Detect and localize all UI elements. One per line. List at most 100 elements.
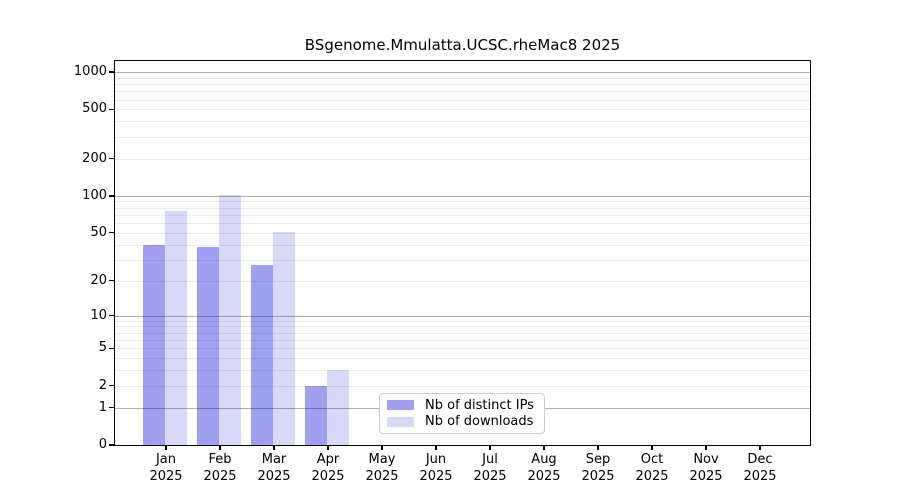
gridline-minor bbox=[115, 259, 810, 261]
gridline-minor bbox=[115, 214, 810, 216]
legend-swatch-downloads bbox=[387, 416, 414, 427]
x-tick-year: 2025 bbox=[149, 469, 183, 484]
x-tick-month: Jul bbox=[482, 452, 498, 467]
x-tick-month: Feb bbox=[208, 452, 232, 467]
gridline-minor bbox=[115, 207, 810, 209]
y-tick-label: 20 bbox=[90, 272, 107, 288]
gridline-minor bbox=[115, 326, 810, 328]
y-tick-label: 500 bbox=[82, 101, 107, 117]
x-tick-year: 2025 bbox=[419, 469, 453, 484]
y-tick-label: 200 bbox=[82, 150, 107, 166]
x-tick-month: Mar bbox=[261, 452, 287, 467]
x-tick-year: 2025 bbox=[581, 469, 615, 484]
y-tick-label: 1 bbox=[98, 399, 107, 415]
x-tick-mark bbox=[381, 446, 383, 450]
x-tick-year: 2025 bbox=[203, 469, 237, 484]
x-tick-month: Sep bbox=[585, 452, 611, 467]
x-tick-month: May bbox=[368, 452, 396, 467]
gridline-minor bbox=[115, 280, 810, 282]
bar-distinct-ips bbox=[143, 244, 165, 445]
y-tick-label: 50 bbox=[90, 224, 107, 240]
x-tick-month: Aug bbox=[531, 452, 557, 467]
x-tick-label: Mar 2025 bbox=[242, 451, 306, 485]
bar-distinct-ips bbox=[197, 247, 219, 445]
y-tick-label: 1000 bbox=[73, 64, 107, 79]
legend-item-downloads: Nb of downloads bbox=[387, 414, 537, 429]
gridline-minor bbox=[115, 232, 810, 234]
y-tick-label: 100 bbox=[82, 187, 107, 203]
y-tick-mark bbox=[109, 108, 114, 111]
x-tick-label: Dec 2025 bbox=[728, 451, 792, 485]
legend-item-distinct-ips: Nb of distinct IPs bbox=[387, 398, 537, 413]
x-tick-mark bbox=[489, 446, 491, 450]
chart-title: BSgenome.Mmulatta.UCSC.rheMac8 2025 bbox=[304, 36, 621, 54]
gridline-minor bbox=[115, 84, 810, 86]
bar-distinct-ips bbox=[305, 385, 327, 445]
gridline-minor bbox=[115, 339, 810, 341]
gridline-minor bbox=[115, 109, 810, 111]
bar-downloads bbox=[327, 370, 349, 445]
legend-swatch-distinct-ips bbox=[387, 400, 414, 411]
y-tick-mark bbox=[109, 444, 114, 446]
x-tick-label: Nov 2025 bbox=[674, 451, 738, 485]
gridline-minor bbox=[115, 91, 810, 93]
x-tick-mark bbox=[327, 446, 329, 450]
gridline-minor bbox=[115, 320, 810, 322]
y-tick-mark bbox=[109, 314, 114, 317]
axes-spine bbox=[114, 60, 811, 446]
x-tick-mark bbox=[597, 446, 599, 450]
y-tick-mark bbox=[109, 157, 114, 160]
y-tick-mark bbox=[109, 347, 114, 349]
gridline-major bbox=[115, 72, 810, 73]
y-tick-mark bbox=[109, 231, 114, 234]
x-tick-label: Sep 2025 bbox=[566, 451, 630, 485]
gridline-minor bbox=[115, 332, 810, 334]
gridline-minor bbox=[115, 136, 810, 138]
x-tick-label: Apr 2025 bbox=[296, 451, 360, 485]
x-tick-label: Aug 2025 bbox=[512, 451, 576, 485]
x-tick-month: Dec bbox=[747, 452, 773, 467]
y-tick-mark bbox=[109, 279, 114, 282]
x-tick-month: Apr bbox=[316, 452, 340, 467]
x-tick-mark bbox=[219, 446, 221, 450]
gridline-minor bbox=[115, 244, 810, 246]
y-tick-mark bbox=[109, 384, 114, 387]
x-tick-label: Jul 2025 bbox=[458, 451, 522, 485]
gridline-minor bbox=[115, 223, 810, 225]
gridline-minor bbox=[115, 121, 810, 123]
bar-downloads bbox=[165, 211, 187, 445]
x-tick-label: Oct 2025 bbox=[620, 451, 684, 485]
x-tick-month: Nov bbox=[693, 452, 719, 467]
gridline-minor bbox=[115, 370, 810, 372]
x-tick-mark bbox=[651, 446, 653, 450]
legend-label-distinct-ips: Nb of distinct IPs bbox=[425, 397, 534, 413]
gridline-minor bbox=[115, 77, 810, 79]
y-tick-mark bbox=[109, 71, 114, 73]
gridline-minor bbox=[115, 201, 810, 203]
x-tick-year: 2025 bbox=[743, 469, 777, 484]
gridline-minor bbox=[115, 99, 810, 101]
x-tick-mark bbox=[435, 446, 437, 450]
y-tick-mark bbox=[109, 406, 114, 409]
y-tick-mark bbox=[109, 195, 114, 197]
x-tick-year: 2025 bbox=[527, 469, 561, 484]
x-tick-mark bbox=[165, 446, 167, 450]
y-tick-label: 2 bbox=[98, 377, 107, 393]
legend-label-downloads: Nb of downloads bbox=[425, 414, 534, 430]
x-tick-mark bbox=[705, 446, 707, 450]
x-tick-year: 2025 bbox=[311, 469, 345, 484]
x-tick-year: 2025 bbox=[689, 469, 723, 484]
x-tick-label: May 2025 bbox=[350, 451, 414, 485]
x-tick-year: 2025 bbox=[365, 469, 399, 484]
x-tick-year: 2025 bbox=[473, 469, 507, 484]
x-tick-mark bbox=[273, 446, 275, 450]
x-tick-label: Feb 2025 bbox=[188, 451, 252, 485]
x-tick-year: 2025 bbox=[635, 469, 669, 484]
legend: Nb of distinct IPs Nb of downloads bbox=[379, 393, 545, 434]
x-tick-month: Jan bbox=[155, 452, 177, 467]
gridline-minor bbox=[115, 348, 810, 350]
y-tick-label: 10 bbox=[90, 307, 107, 323]
x-tick-label: Jun 2025 bbox=[404, 451, 468, 485]
x-tick-label: Jan 2025 bbox=[134, 451, 198, 485]
